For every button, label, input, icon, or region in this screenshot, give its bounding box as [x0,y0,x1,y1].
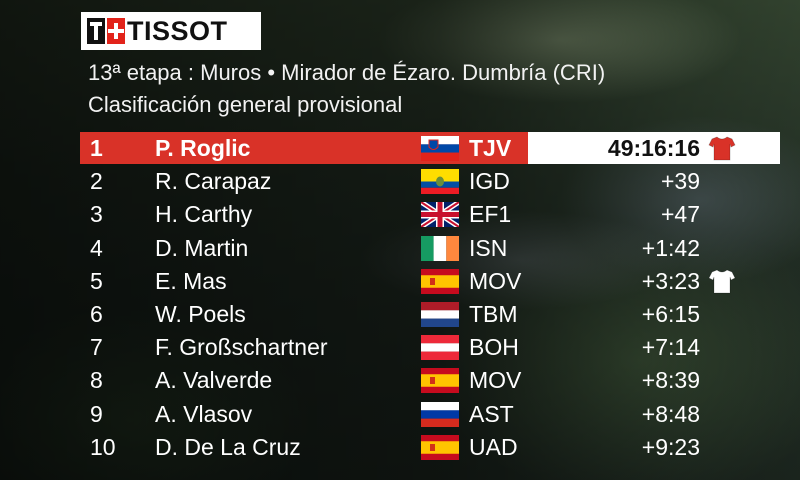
position: 7 [90,334,103,361]
rider-name: R. Carapaz [155,168,272,195]
standings-row: 5 E. Mas MOV +3:23 [80,265,736,297]
team-code: UAD [469,433,518,460]
uk-flag [421,202,459,228]
spain-flag [421,368,459,394]
team-code: TJV [469,135,512,161]
tissot-logo: TISSOT [81,12,261,50]
team-code: IGD [469,168,510,195]
position: 1 [90,135,103,161]
rider-name: H. Carthy [155,201,253,228]
tissot-wordmark: TISSOT [127,16,228,46]
classification-title: Clasificación general provisional [88,92,403,117]
team-code: TBM [469,301,518,327]
standings-row: 1 P. Roglic TJV 49:16:16 [80,132,780,164]
leader-highlight-bar [80,132,528,164]
position: 4 [90,234,103,261]
tissot-cross-icon [87,18,125,44]
rider-name: F. Großschartner [155,334,328,361]
russia-flag [421,401,459,427]
rider-name: A. Valverde [155,367,273,394]
rider-name: W. Poels [155,301,246,327]
standings-row: 10 D. De La Cruz UAD +9:23 [80,431,700,463]
rider-name: D. Martin [155,234,249,261]
standings-row: 6 W. Poels TBM +6:15 [80,298,700,330]
standings-row: 3 H. Carthy EF1 +47 [80,198,700,230]
rider-name: P. Roglic [155,135,251,161]
team-code: MOV [469,267,522,294]
time-gap: +6:15 [641,301,700,327]
spain-flag [421,268,459,294]
spain-flag [421,434,459,460]
time-gap: +7:14 [641,334,700,361]
time-gap: +8:39 [641,367,700,394]
position: 3 [90,201,103,228]
time-gap: +8:48 [641,400,700,427]
position: 8 [90,367,103,394]
standings-row: 7 F. Großschartner BOH +7:14 [80,331,700,363]
position: 6 [90,301,103,327]
standings-row: 8 A. Valverde MOV +8:39 [80,364,700,396]
austria-flag [421,335,459,361]
position: 5 [90,267,103,294]
time-gap: +39 [660,168,700,195]
red-jersey-icon [708,134,736,162]
slovenia-flag [421,136,459,161]
time-gap: +47 [660,201,700,228]
time-gap: +3:23 [641,267,700,294]
ireland-flag [421,235,459,261]
rider-name: A. Vlasov [155,400,253,427]
white-jersey-icon [708,267,736,295]
team-code: EF1 [469,201,512,228]
team-code: ISN [469,234,508,261]
position: 2 [90,168,103,195]
time-gap: +1:42 [641,234,700,261]
standings-row: 4 D. Martin ISN +1:42 [80,232,700,264]
team-code: BOH [469,334,519,361]
leader-time-box [528,132,780,164]
time-gap: +9:23 [641,433,700,460]
team-code: AST [469,400,514,427]
netherlands-flag [421,302,459,327]
standings-row: 2 R. Carapaz IGD +39 [80,165,700,197]
ecuador-flag [421,169,459,195]
position: 9 [90,400,103,427]
leader-time: 49:16:16 [607,135,700,161]
rider-name: E. Mas [155,267,227,294]
stage-title: 13ª etapa : Muros • Mirador de Ézaro. Du… [88,60,606,85]
rider-name: D. De La Cruz [155,433,301,460]
position: 10 [90,433,116,460]
standings-row: 9 A. Vlasov AST +8:48 [80,398,700,430]
team-code: MOV [469,367,522,394]
